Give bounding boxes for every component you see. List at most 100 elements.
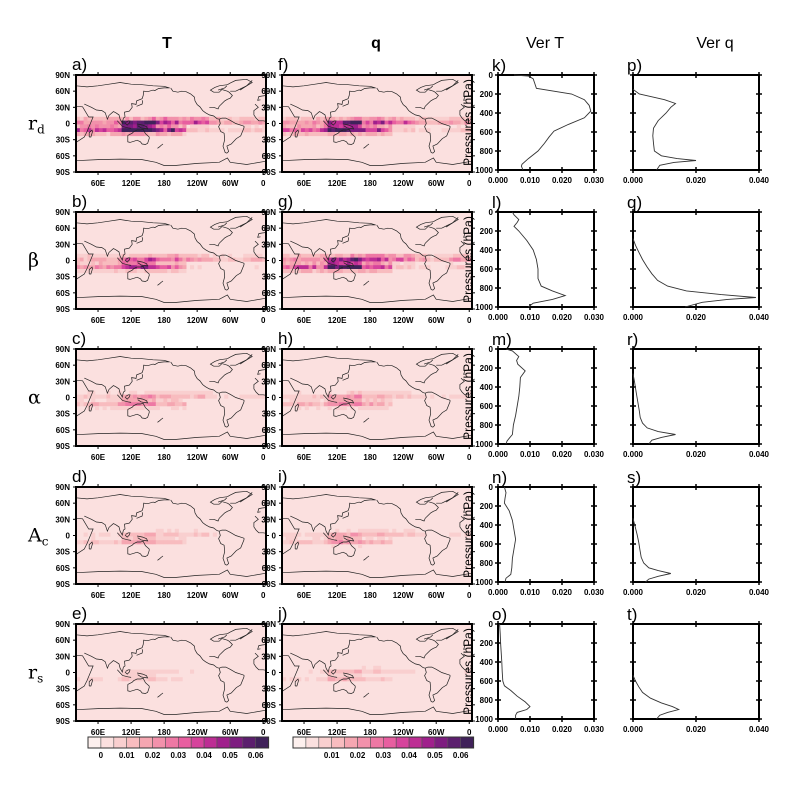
heat-cell — [384, 253, 389, 258]
y-tick-label: 0 — [489, 345, 494, 354]
heat-cell — [449, 265, 454, 270]
heat-cell — [282, 394, 287, 399]
heat-cell — [171, 677, 176, 682]
colorbar-swatch — [113, 736, 128, 749]
heat-cell — [117, 402, 122, 407]
coastline — [124, 532, 131, 538]
heat-cell — [358, 398, 363, 403]
heat-cell — [76, 132, 81, 137]
heat-cell — [247, 124, 252, 129]
heat-cell — [125, 261, 130, 266]
heat-cell — [377, 116, 382, 121]
panel-label: b) — [72, 192, 87, 211]
heat-cell — [350, 390, 355, 395]
row-label-main: α — [28, 387, 41, 409]
heat-cell — [152, 253, 157, 258]
heat-cell — [95, 128, 100, 133]
heat-cell — [388, 257, 393, 262]
heat-cell — [365, 402, 370, 407]
heat-cell — [163, 265, 168, 270]
heat-cell — [358, 390, 363, 395]
lon-tick-label: 60W — [222, 453, 239, 462]
heat-cell — [110, 261, 115, 266]
heat-cell — [304, 532, 309, 537]
heat-cell — [152, 116, 157, 121]
coastline — [281, 706, 473, 715]
heat-cell — [190, 253, 195, 258]
lon-tick-label: 0 — [261, 591, 266, 600]
heat-cell — [335, 540, 340, 545]
heat-cell — [323, 669, 328, 674]
heat-cell — [312, 261, 317, 266]
heat-cell — [121, 257, 126, 262]
heat-cell — [117, 398, 122, 403]
heat-cell — [384, 394, 389, 399]
heat-cell — [320, 257, 325, 262]
heat-cell — [441, 128, 446, 133]
heat-cell — [369, 257, 374, 262]
heat-cell — [83, 261, 88, 266]
heat-cell — [282, 116, 287, 121]
heat-cell — [293, 257, 298, 262]
heat-cell — [403, 532, 408, 537]
heat-cell — [339, 265, 344, 270]
heat-cell — [87, 677, 92, 682]
heat-cell — [95, 116, 100, 121]
heat-cell — [159, 669, 164, 674]
heat-cell — [159, 390, 164, 395]
heat-cell — [331, 540, 336, 545]
heat-cell — [167, 132, 172, 137]
heat-cell — [262, 394, 267, 399]
lon-tick-label: 60E — [297, 179, 312, 188]
heat-cell — [369, 261, 374, 266]
lat-tick-label: 30S — [262, 273, 277, 282]
heat-cell — [289, 398, 294, 403]
heat-cell — [163, 257, 168, 262]
heat-cell — [282, 132, 287, 137]
heat-cell — [159, 394, 164, 399]
heat-cell — [449, 261, 454, 266]
heat-cell — [312, 394, 317, 399]
heat-cell — [308, 532, 313, 537]
lat-tick-label: 30S — [262, 136, 277, 145]
heat-cell — [159, 132, 164, 137]
x-tick-label: 0.020 — [686, 450, 707, 459]
heat-cell — [193, 120, 198, 125]
heat-cell — [464, 265, 469, 270]
coastline — [137, 260, 149, 267]
heat-cell — [186, 120, 191, 125]
colorbar-swatch — [395, 736, 410, 749]
heat-cell — [434, 253, 439, 258]
colorbar-swatch — [408, 736, 423, 749]
heat-cell — [403, 128, 408, 133]
heat-cell — [411, 265, 416, 270]
heat-cell — [102, 116, 107, 121]
heat-cell — [159, 261, 164, 266]
profile-line — [512, 211, 567, 308]
lat-tick-label: 30N — [261, 652, 276, 661]
coastline — [294, 541, 299, 550]
heat-cell — [258, 394, 263, 399]
heat-cell — [289, 677, 294, 682]
coastline — [330, 669, 337, 675]
heat-cell — [247, 120, 252, 125]
heat-cell — [83, 532, 88, 537]
heat-cell — [358, 116, 363, 121]
heat-cell — [250, 128, 255, 133]
heat-cell — [254, 120, 259, 125]
heat-cell — [316, 269, 321, 274]
heat-cell — [289, 265, 294, 270]
heat-cell — [224, 120, 229, 125]
coastline — [170, 224, 220, 257]
heat-cell — [178, 398, 183, 403]
coastline — [281, 105, 300, 143]
lon-tick-label: 60E — [297, 316, 312, 325]
heat-cell — [171, 540, 176, 545]
lon-tick-label: 60W — [428, 453, 445, 462]
heat-cell — [358, 669, 363, 674]
heat-cell — [174, 132, 179, 137]
heat-cell — [384, 402, 389, 407]
heat-cell — [377, 665, 382, 670]
heat-cell — [388, 128, 393, 133]
heat-cell — [331, 677, 336, 682]
